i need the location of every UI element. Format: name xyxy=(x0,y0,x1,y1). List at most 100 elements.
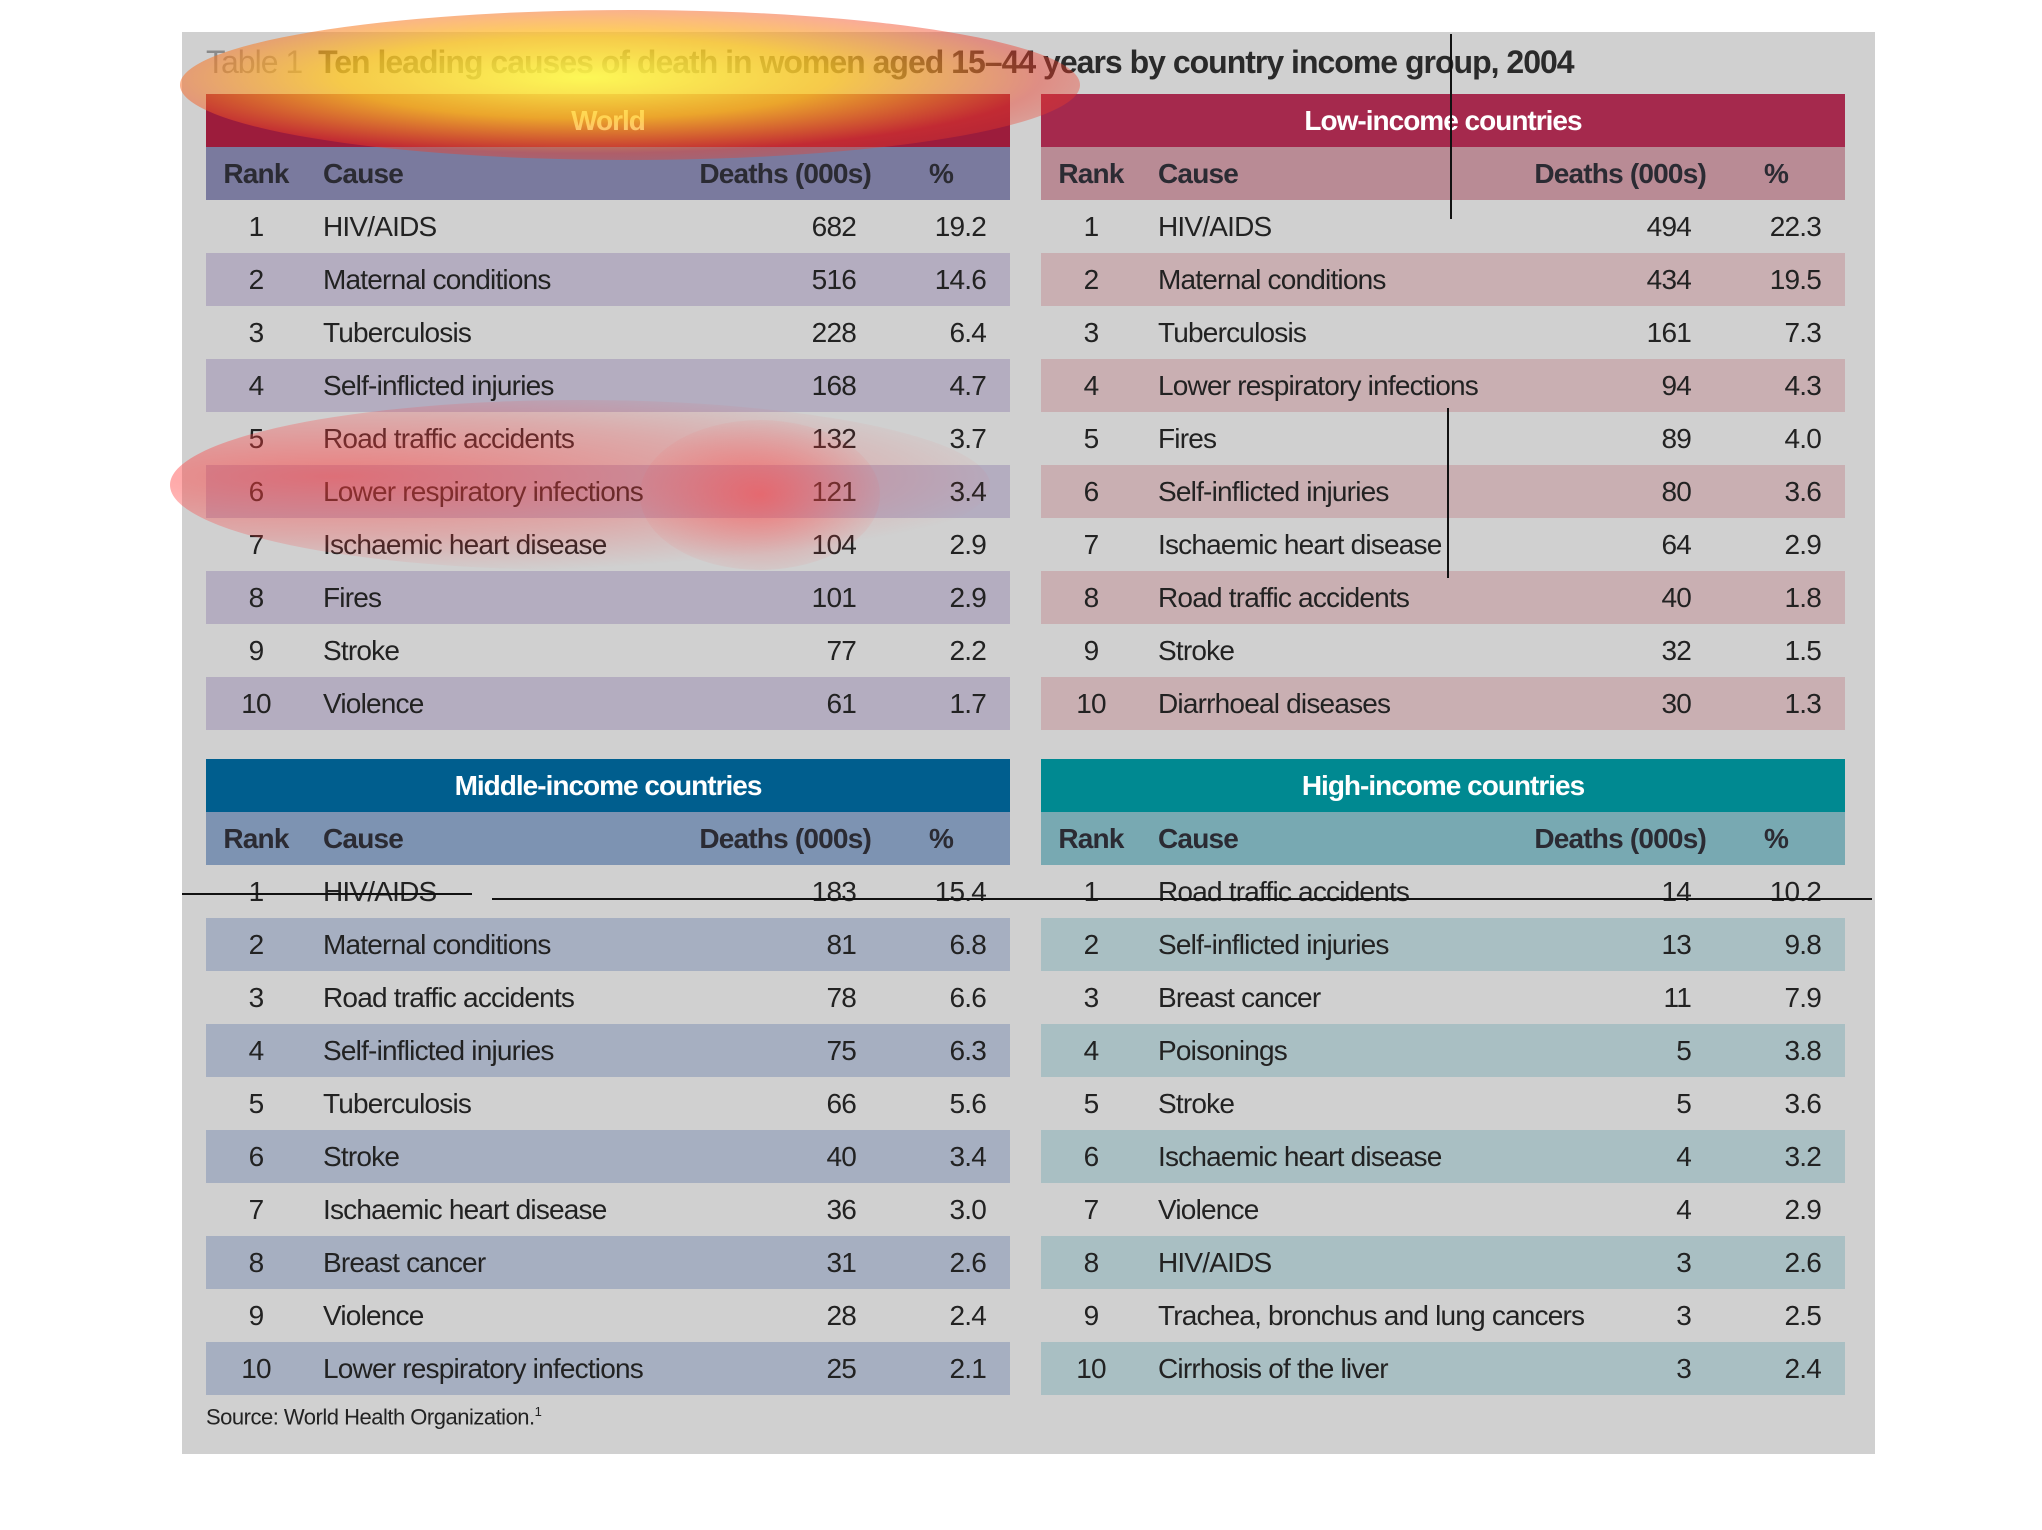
cell-deaths: 132 xyxy=(811,423,857,454)
cell-percent: 3.0 xyxy=(949,1194,986,1225)
table-row: 3 Breast cancer 11 7.9 xyxy=(1041,971,1845,1024)
table-title: Table 1 Ten leading causes of death in w… xyxy=(206,44,1575,81)
cell-deaths: 4 xyxy=(1676,1194,1692,1225)
header-rank: Rank xyxy=(223,823,289,854)
cell-rank: 7 xyxy=(248,1194,265,1225)
cell-deaths: 40 xyxy=(826,1141,856,1172)
table-heading: High-income countries xyxy=(1041,759,1845,812)
table-row: 1 Road traffic accidents 14 10.2 xyxy=(1041,865,1845,918)
cell-deaths: 30 xyxy=(1661,688,1691,719)
cell-cause: Trachea, bronchus and lung cancers xyxy=(1158,1300,1585,1331)
table-row: 4 Self-inflicted injuries 168 4.7 xyxy=(206,359,1010,412)
cell-percent: 4.3 xyxy=(1784,370,1821,401)
table-row: 8 HIV/AIDS 3 2.6 xyxy=(1041,1236,1845,1289)
cell-rank: 3 xyxy=(248,317,265,348)
cell-rank: 4 xyxy=(248,1035,265,1066)
cell-rank: 1 xyxy=(248,211,265,242)
cell-rank: 9 xyxy=(248,1300,265,1331)
cell-deaths: 77 xyxy=(826,635,856,666)
column-header-row: Rank Cause Deaths (000s)% xyxy=(1041,812,1845,865)
table-row: 10 Cirrhosis of the liver 3 2.4 xyxy=(1041,1342,1845,1395)
table-row: 8 Road traffic accidents 40 1.8 xyxy=(1041,571,1845,624)
cell-cause: Violence xyxy=(323,688,424,719)
table-low-income: Low-income countries Rank Cause Deaths (000… xyxy=(1041,94,1845,730)
cell-percent: 2.6 xyxy=(1784,1247,1821,1278)
table-row: 10 Violence 61 1.7 xyxy=(206,677,1010,730)
header-percent: % xyxy=(928,823,954,854)
cell-rank: 1 xyxy=(1083,211,1100,242)
cell-cause: Road traffic accidents xyxy=(323,423,575,454)
table-row: 3 Tuberculosis 228 6.4 xyxy=(206,306,1010,359)
cell-rank: 6 xyxy=(1083,476,1100,507)
cell-percent: 2.1 xyxy=(949,1353,986,1384)
table-row: 9 Violence 28 2.4 xyxy=(206,1289,1010,1342)
column-header-row: Rank Cause Deaths (000s)% xyxy=(1041,147,1845,200)
table-world: World Rank Cause Deaths (000s)% 1 HIV/AIDS 682… xyxy=(206,94,1010,730)
cell-rank: 4 xyxy=(1083,1035,1100,1066)
cell-cause: Lower respiratory infections xyxy=(1158,370,1479,401)
cell-rank: 5 xyxy=(248,423,265,454)
cell-rank: 3 xyxy=(248,982,265,1013)
cell-deaths: 161 xyxy=(1646,317,1692,348)
cell-cause: Stroke xyxy=(323,1141,400,1172)
cell-percent: 10.2 xyxy=(1769,876,1822,907)
cell-cause: Tuberculosis xyxy=(323,317,472,348)
source-footnote: 1 xyxy=(534,1404,542,1419)
table-row: 10 Diarrhoeal diseases 30 1.3 xyxy=(1041,677,1845,730)
cell-percent: 3.6 xyxy=(1784,1088,1821,1119)
header-rank: Rank xyxy=(1058,158,1124,189)
cell-rank: 7 xyxy=(248,529,265,560)
cell-rank: 10 xyxy=(241,688,271,719)
cell-deaths: 121 xyxy=(811,476,857,507)
cell-cause: Road traffic accidents xyxy=(323,982,575,1013)
cell-rank: 4 xyxy=(248,370,265,401)
cell-deaths: 32 xyxy=(1661,635,1691,666)
cell-cause: Ischaemic heart disease xyxy=(1158,1141,1442,1172)
cell-rank: 9 xyxy=(248,635,265,666)
table-row: 5 Stroke 5 3.6 xyxy=(1041,1077,1845,1130)
table-row: 9 Stroke 32 1.5 xyxy=(1041,624,1845,677)
cell-rank: 3 xyxy=(1083,982,1100,1013)
header-deaths: Deaths (000s) xyxy=(1534,158,1706,189)
cell-cause: Self-inflicted injuries xyxy=(323,370,554,401)
cell-cause: Self-inflicted injuries xyxy=(1158,929,1389,960)
table-row: 3 Tuberculosis 161 7.3 xyxy=(1041,306,1845,359)
cell-rank: 6 xyxy=(248,476,265,507)
cell-rank: 5 xyxy=(248,1088,265,1119)
table-row: 1 HIV/AIDS 183 15.4 xyxy=(206,865,1010,918)
cell-percent: 2.9 xyxy=(949,582,986,613)
cell-deaths: 14 xyxy=(1661,876,1691,907)
cell-deaths: 75 xyxy=(826,1035,856,1066)
header-cause: Cause xyxy=(1158,823,1239,854)
table-row: 2 Maternal conditions 434 19.5 xyxy=(1041,253,1845,306)
cell-deaths: 3 xyxy=(1676,1353,1692,1384)
cell-percent: 6.4 xyxy=(949,317,986,348)
cell-rank: 10 xyxy=(1076,1353,1106,1384)
cell-cause: Diarrhoeal diseases xyxy=(1158,688,1391,719)
cell-deaths: 3 xyxy=(1676,1247,1692,1278)
cell-cause: Road traffic accidents xyxy=(1158,876,1410,907)
cell-percent: 5.6 xyxy=(949,1088,986,1119)
cell-percent: 3.8 xyxy=(1784,1035,1821,1066)
table-row: 4 Poisonings 5 3.8 xyxy=(1041,1024,1845,1077)
cell-deaths: 168 xyxy=(811,370,857,401)
cell-percent: 2.4 xyxy=(1784,1353,1821,1384)
table-row: 6 Stroke 40 3.4 xyxy=(206,1130,1010,1183)
cell-cause: Cirrhosis of the liver xyxy=(1158,1353,1389,1384)
cell-percent: 1.5 xyxy=(1784,635,1821,666)
source-text: Source: World Health Organization. xyxy=(206,1404,535,1430)
cell-deaths: 40 xyxy=(1661,582,1691,613)
cell-rank: 2 xyxy=(1083,264,1100,295)
cell-deaths: 228 xyxy=(811,317,857,348)
table-row: 7 Ischaemic heart disease 104 2.9 xyxy=(206,518,1010,571)
cell-deaths: 494 xyxy=(1646,211,1692,242)
cell-deaths: 25 xyxy=(826,1353,856,1384)
cell-cause: Maternal conditions xyxy=(323,929,551,960)
cell-percent: 19.5 xyxy=(1769,264,1822,295)
table-row: 6 Self-inflicted injuries 80 3.6 xyxy=(1041,465,1845,518)
cell-cause: Violence xyxy=(323,1300,424,1331)
table-row: 7 Ischaemic heart disease 64 2.9 xyxy=(1041,518,1845,571)
cell-cause: Poisonings xyxy=(1158,1035,1288,1066)
cell-cause: Ischaemic heart disease xyxy=(1158,529,1442,560)
cell-deaths: 66 xyxy=(826,1088,856,1119)
